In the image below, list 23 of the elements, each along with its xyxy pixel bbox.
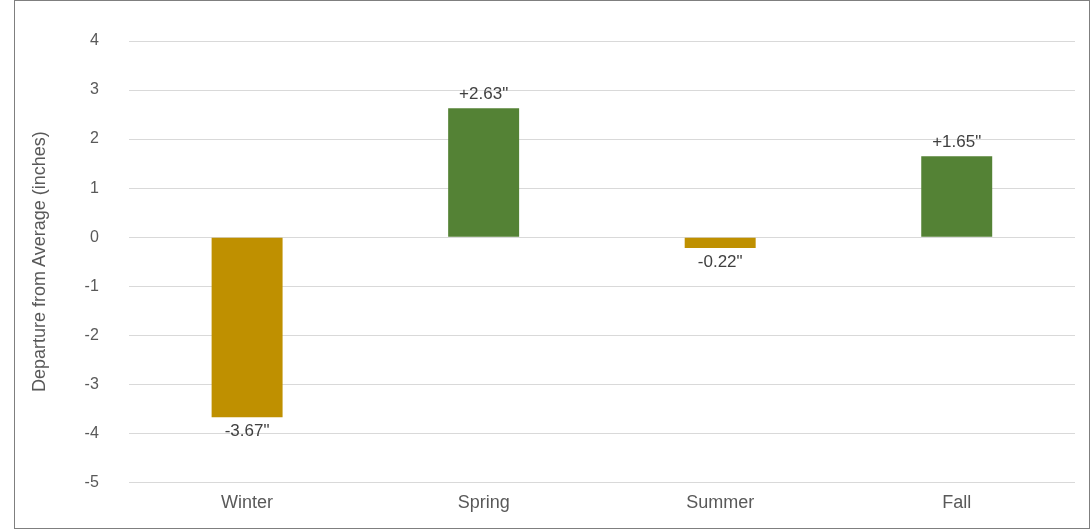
y-tick-label: 2 [89, 129, 99, 147]
bar [211, 237, 283, 418]
y-tick-label: 3 [89, 80, 99, 98]
data-label: -3.67" [224, 421, 270, 441]
data-label: +2.63" [459, 84, 509, 104]
y-tick-label: -1 [84, 276, 99, 294]
bar [448, 108, 520, 237]
data-label: +1.65" [932, 132, 982, 152]
y-tick-label: 4 [89, 31, 99, 49]
y-tick-label: -4 [84, 423, 99, 441]
data-label: -0.22" [697, 252, 743, 272]
y-axis-title: Departure from Average (inches) [28, 131, 49, 393]
y-tick-label: 0 [89, 227, 99, 245]
x-tick-label: Spring [457, 492, 510, 513]
x-tick-label: Winter [221, 492, 274, 513]
x-tick-label: Summer [686, 492, 755, 513]
bar [921, 156, 993, 237]
bar [684, 237, 756, 248]
y-tick-label: -2 [84, 325, 99, 343]
x-tick-label: Fall [942, 492, 972, 513]
y-tick-label: 1 [89, 178, 99, 196]
y-tick-label: -3 [84, 374, 99, 392]
y-tick-label: -5 [84, 472, 99, 490]
